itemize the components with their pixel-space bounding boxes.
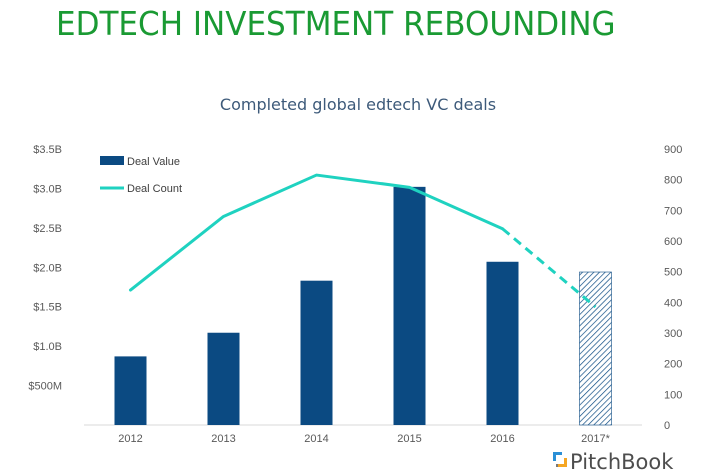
right-tick-label: 400 bbox=[664, 297, 682, 309]
pitchbook-logo: PitchBook bbox=[553, 450, 674, 473]
left-tick-label: $1.0B bbox=[33, 341, 62, 353]
legend-swatch-deal-value bbox=[100, 156, 124, 165]
deal-count-line-projected bbox=[501, 227, 597, 309]
right-tick-label: 0 bbox=[664, 420, 670, 432]
right-tick-label: 300 bbox=[664, 328, 682, 340]
right-tick-label: 100 bbox=[664, 389, 682, 401]
legend-label-deal-value: Deal Value bbox=[127, 156, 180, 168]
left-tick-label: $3.5B bbox=[33, 144, 62, 156]
left-axis: $500M $1.0B $1.5B $2.0B $2.5B $3.0B $3.5B bbox=[28, 144, 62, 393]
x-axis: 2012 2013 2014 2015 2016 2017* bbox=[118, 433, 610, 445]
deal-count-line bbox=[129, 173, 504, 292]
bar bbox=[486, 261, 519, 425]
legend: Deal Value Deal Count bbox=[100, 156, 182, 195]
x-tick-label: 2015 bbox=[397, 433, 421, 445]
right-tick-label: 700 bbox=[664, 205, 682, 217]
x-tick-label: 2014 bbox=[304, 433, 328, 445]
right-tick-label: 900 bbox=[664, 144, 682, 156]
line-series bbox=[129, 173, 597, 309]
legend-label-deal-count: Deal Count bbox=[127, 183, 182, 195]
bar bbox=[207, 332, 240, 425]
bar bbox=[300, 280, 333, 425]
left-tick-label: $1.5B bbox=[33, 302, 62, 314]
bar-projected bbox=[579, 271, 612, 426]
headline: EDTECH INVESTMENT REBOUNDING bbox=[56, 4, 616, 43]
chart-title: Completed global edtech VC deals bbox=[220, 95, 496, 114]
bar bbox=[393, 186, 426, 425]
right-tick-label: 200 bbox=[664, 359, 682, 371]
pitchbook-wordmark: PitchBook bbox=[570, 450, 674, 473]
right-tick-label: 500 bbox=[664, 267, 682, 279]
right-axis: 0 100 200 300 400 500 600 700 800 900 bbox=[664, 144, 682, 432]
bar-series bbox=[114, 186, 612, 426]
right-tick-label: 800 bbox=[664, 175, 682, 187]
left-tick-label: $2.0B bbox=[33, 262, 62, 274]
left-tick-label: $500M bbox=[28, 381, 62, 393]
left-tick-label: $2.5B bbox=[33, 223, 62, 235]
x-tick-label: 2017* bbox=[581, 433, 610, 445]
left-tick-label: $3.0B bbox=[33, 183, 62, 195]
x-tick-label: 2013 bbox=[211, 433, 235, 445]
x-tick-label: 2016 bbox=[490, 433, 514, 445]
right-tick-label: 600 bbox=[664, 236, 682, 248]
x-tick-label: 2012 bbox=[118, 433, 142, 445]
pitchbook-icon bbox=[553, 452, 567, 467]
bar bbox=[114, 356, 147, 425]
